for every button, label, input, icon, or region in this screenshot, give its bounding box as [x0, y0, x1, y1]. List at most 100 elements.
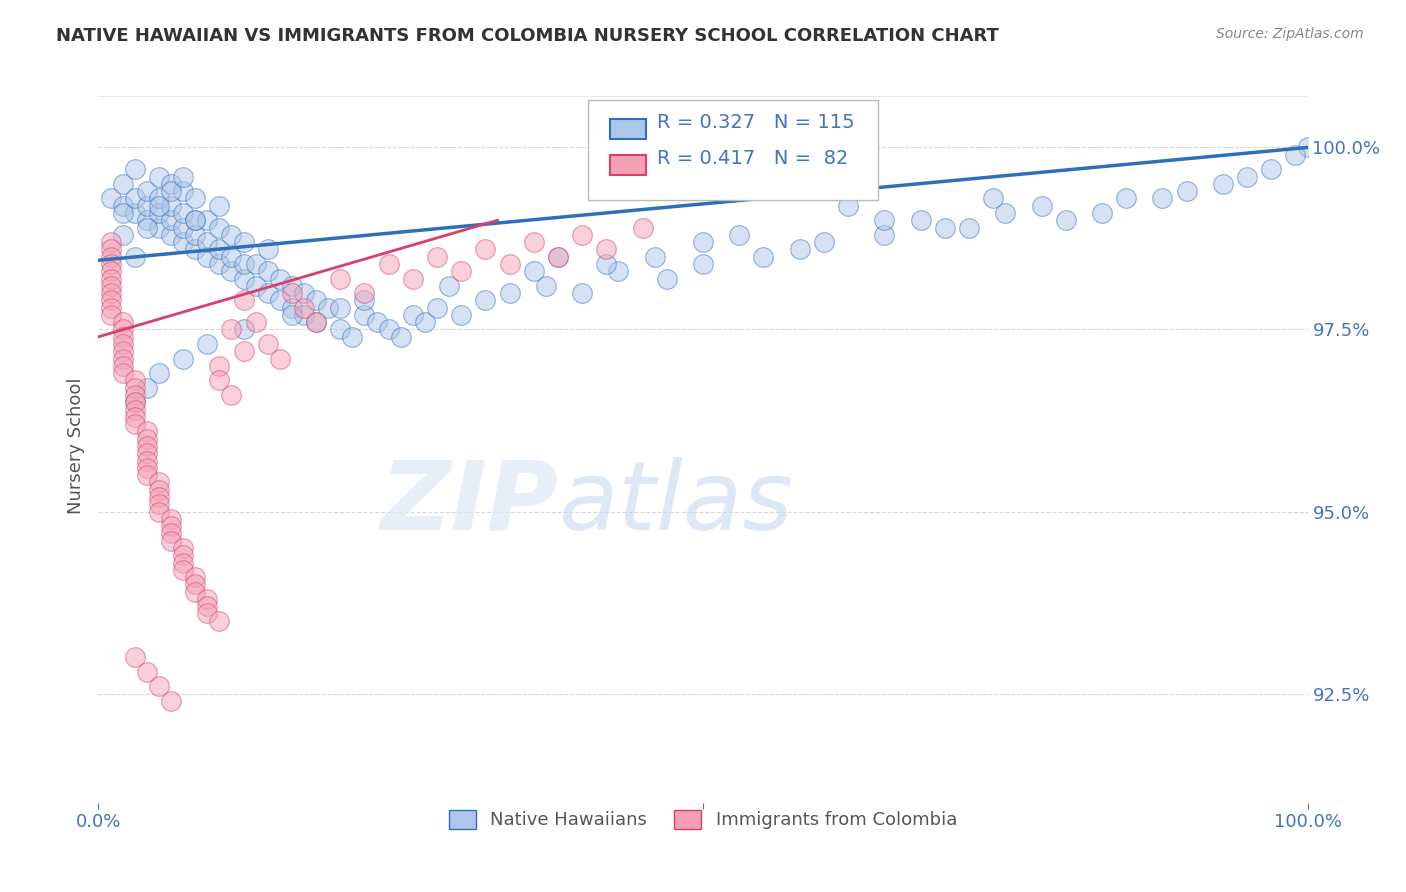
- Point: [934, 220, 956, 235]
- Point: [631, 220, 654, 235]
- Point: [305, 315, 328, 329]
- Point: [281, 308, 304, 322]
- Point: [1152, 191, 1174, 205]
- Point: [1091, 206, 1114, 220]
- Point: [100, 293, 122, 308]
- Point: [474, 293, 496, 308]
- Point: [232, 293, 254, 308]
- Point: [981, 191, 1004, 205]
- Point: [148, 483, 170, 497]
- Point: [111, 351, 134, 366]
- Point: [232, 235, 254, 249]
- Point: [195, 337, 218, 351]
- Point: [523, 264, 546, 278]
- Point: [135, 381, 157, 395]
- Point: [232, 271, 254, 285]
- Point: [111, 199, 134, 213]
- Point: [124, 395, 146, 409]
- Point: [172, 206, 194, 220]
- Point: [195, 213, 218, 227]
- Text: R = 0.417   N =  82: R = 0.417 N = 82: [657, 149, 848, 168]
- Point: [353, 308, 375, 322]
- Point: [232, 344, 254, 359]
- Point: [148, 497, 170, 511]
- Point: [172, 541, 194, 555]
- Text: NATIVE HAWAIIAN VS IMMIGRANTS FROM COLOMBIA NURSERY SCHOOL CORRELATION CHART: NATIVE HAWAIIAN VS IMMIGRANTS FROM COLOM…: [56, 27, 1000, 45]
- Point: [148, 199, 170, 213]
- Point: [135, 468, 157, 483]
- Point: [728, 227, 751, 242]
- Point: [124, 409, 146, 424]
- Point: [172, 184, 194, 198]
- Point: [160, 177, 183, 191]
- Point: [1260, 162, 1282, 177]
- Point: [1031, 199, 1053, 213]
- Point: [184, 570, 207, 584]
- Point: [111, 330, 134, 344]
- Point: [124, 250, 146, 264]
- Point: [111, 337, 134, 351]
- Legend: Native Hawaiians, Immigrants from Colombia: Native Hawaiians, Immigrants from Colomb…: [441, 803, 965, 837]
- Point: [172, 169, 194, 184]
- Point: [292, 301, 315, 315]
- Point: [160, 533, 183, 548]
- Point: [135, 432, 157, 446]
- Point: [160, 512, 183, 526]
- Point: [184, 213, 207, 227]
- Point: [221, 250, 243, 264]
- Point: [873, 213, 896, 227]
- Point: [402, 271, 425, 285]
- Point: [232, 322, 254, 336]
- Point: [195, 250, 218, 264]
- Point: [292, 286, 315, 301]
- Point: [195, 591, 218, 606]
- Point: [111, 227, 134, 242]
- Point: [111, 206, 134, 220]
- Point: [172, 235, 194, 249]
- Point: [111, 359, 134, 373]
- Point: [232, 257, 254, 271]
- Point: [124, 395, 146, 409]
- Point: [100, 191, 122, 205]
- Point: [160, 519, 183, 533]
- Point: [389, 330, 412, 344]
- Point: [402, 308, 425, 322]
- Point: [281, 278, 304, 293]
- Point: [195, 599, 218, 614]
- Point: [256, 286, 278, 301]
- Point: [595, 243, 617, 257]
- Point: [148, 169, 170, 184]
- Point: [256, 243, 278, 257]
- Point: [100, 308, 122, 322]
- Point: [100, 264, 122, 278]
- Text: atlas: atlas: [558, 457, 793, 549]
- Point: [148, 191, 170, 205]
- Point: [160, 694, 183, 708]
- Point: [329, 322, 352, 336]
- Point: [111, 366, 134, 380]
- Point: [221, 388, 243, 402]
- Point: [100, 243, 122, 257]
- Point: [644, 250, 666, 264]
- Point: [124, 417, 146, 432]
- Point: [148, 206, 170, 220]
- Point: [208, 243, 231, 257]
- Point: [172, 351, 194, 366]
- Point: [692, 235, 714, 249]
- FancyBboxPatch shape: [610, 120, 647, 139]
- Point: [148, 679, 170, 693]
- Point: [208, 359, 231, 373]
- Point: [873, 227, 896, 242]
- Point: [292, 308, 315, 322]
- Point: [184, 191, 207, 205]
- Point: [100, 250, 122, 264]
- Text: R = 0.327   N = 115: R = 0.327 N = 115: [657, 113, 855, 132]
- Point: [208, 199, 231, 213]
- Point: [184, 227, 207, 242]
- Point: [135, 184, 157, 198]
- Point: [607, 264, 630, 278]
- Point: [221, 227, 243, 242]
- Point: [547, 250, 569, 264]
- Point: [595, 257, 617, 271]
- Point: [172, 220, 194, 235]
